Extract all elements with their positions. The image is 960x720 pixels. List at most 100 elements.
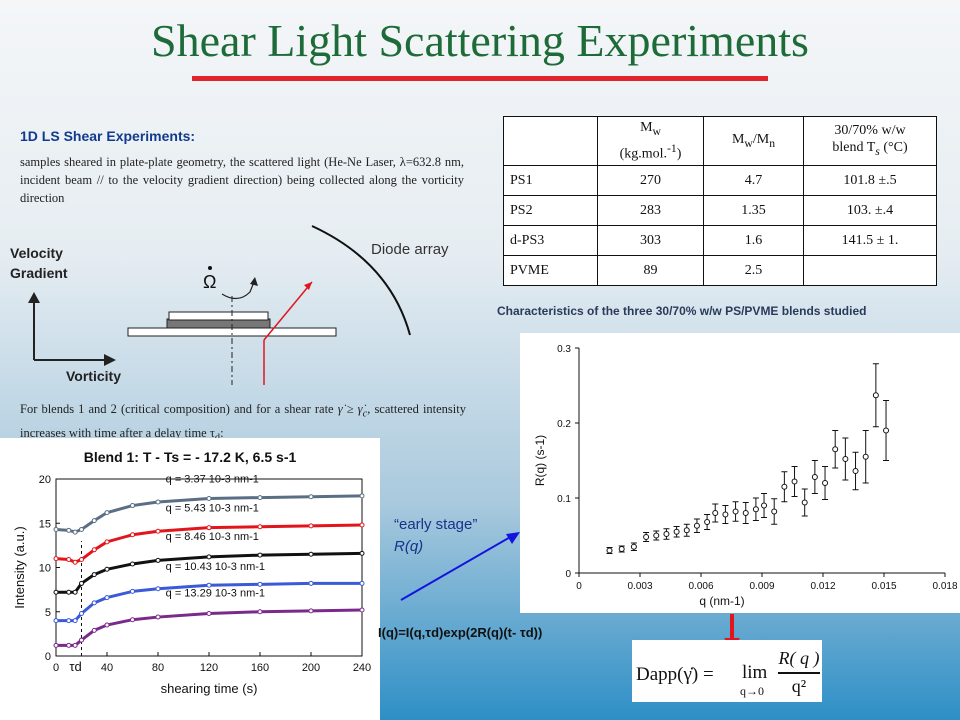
data-point (359, 493, 365, 499)
x-tick-label: 120 (200, 662, 218, 674)
x-tick-label: 0.006 (688, 581, 713, 592)
data-point (359, 550, 365, 556)
dapp-numerator: R( q ) (778, 648, 820, 668)
data-point (104, 595, 110, 601)
data-point (308, 494, 314, 500)
dapp-lim: lim (742, 662, 768, 683)
table-header-mw: Mw (kg.mol.-1) (597, 116, 704, 166)
data-point (618, 546, 625, 552)
data-point (72, 589, 78, 595)
velocity-gradient-label: Velocity Gradient (10, 245, 68, 281)
data-point (155, 528, 161, 534)
data-point (91, 627, 97, 633)
y-tick-label: 0.1 (557, 494, 571, 505)
data-point (206, 554, 212, 560)
data-point (712, 510, 719, 516)
data-point (104, 510, 110, 516)
rotation-arrowhead-icon (250, 277, 258, 286)
blends-table: Mw (kg.mol.-1) Mw/Mn 30/70% w/w blend Ts… (503, 116, 937, 286)
dapp-formula-panel (632, 640, 822, 702)
table-cell-mw: 89 (597, 255, 704, 286)
x-axis-label: q (nm-1) (699, 594, 744, 608)
y-tick-label: 0.3 (557, 344, 571, 355)
table-cell-mw: 283 (597, 195, 704, 226)
data-point (91, 518, 97, 524)
y-tick-label: 5 (45, 607, 51, 619)
data-point (66, 642, 72, 648)
x-tick-label: 0.009 (749, 581, 774, 592)
data-point (79, 637, 84, 643)
data-point (872, 392, 879, 399)
data-point (66, 618, 72, 624)
data-point (704, 519, 711, 525)
data-point (79, 557, 84, 563)
data-point (643, 534, 650, 540)
early-stage-arrowhead-icon (506, 532, 520, 544)
data-point (683, 527, 690, 534)
colon: : (220, 425, 224, 440)
early-stage-rq: R(q) (394, 538, 424, 555)
data-point (811, 474, 818, 480)
dapp-under: q→0 (740, 684, 764, 698)
data-point (822, 480, 829, 486)
data-point (155, 499, 161, 505)
x-axis-label: shearing time (s) (161, 681, 258, 696)
x-tick-label: 0.018 (932, 581, 957, 592)
x-tick-label: 0.003 (627, 581, 652, 592)
data-point (606, 547, 613, 554)
data-point (155, 557, 161, 563)
data-point (72, 529, 78, 535)
x-tick-label: 80 (152, 662, 164, 674)
omega-dot-icon (208, 266, 212, 270)
data-point (359, 522, 365, 528)
data-point (257, 581, 263, 587)
table-row: PS1 270 4.7 101.8 ±.5 (503, 165, 937, 196)
data-point (722, 511, 729, 518)
blends-table-wrapper: Mw (kg.mol.-1) Mw/Mn 30/70% w/w blend Ts… (503, 116, 937, 286)
table-cell-mw: 270 (597, 165, 704, 196)
series-label: q = 13.29 10-3 nm-1 (166, 588, 265, 600)
data-point (155, 586, 161, 592)
data-point (130, 503, 135, 509)
data-point (791, 478, 798, 485)
data-point (53, 526, 59, 532)
tau-subscript: d (214, 432, 221, 443)
data-point (66, 557, 72, 563)
vorticity-label: Vorticity (66, 368, 121, 384)
data-point (53, 589, 59, 595)
data-point (91, 547, 97, 553)
table-header-row: Mw (kg.mol.-1) Mw/Mn 30/70% w/w blend Ts… (503, 116, 937, 166)
data-point (130, 588, 135, 594)
y-axis-label: Intensity (a.u.) (12, 526, 27, 608)
y-tick-label: 10 (39, 563, 51, 575)
data-point (104, 566, 110, 572)
data-point (308, 580, 314, 586)
title-underline (192, 76, 768, 81)
x-tick-label: 200 (302, 662, 320, 674)
table-header-empty (503, 116, 598, 166)
dapp-denominator: q² (791, 676, 807, 696)
shear-condition-text: For blends 1 and 2 (critical composition… (20, 400, 466, 447)
data-point (155, 614, 161, 620)
data-point (53, 618, 59, 624)
chart-background (520, 333, 960, 613)
table-row: d-PS3 303 1.6 141.5 ± 1. (503, 225, 937, 256)
beam-arrow-icon (304, 282, 312, 290)
y-axis-label: R(q) (s-1) (533, 435, 547, 486)
data-point (79, 580, 84, 586)
table-cell-name: d-PS3 (503, 225, 598, 256)
data-point (206, 611, 212, 617)
table-cell-name: PS1 (503, 165, 598, 196)
x-tick-label: 0.012 (810, 581, 835, 592)
data-point (257, 495, 263, 501)
intensity-chart: Blend 1: T - Ts = - 17.2 K, 6.5 s-1 0 40 80… (0, 438, 380, 720)
data-point (852, 468, 859, 474)
y-tick-label: 0 (565, 569, 571, 580)
shear-text-before: For blends 1 and 2 (critical composition… (20, 402, 334, 416)
series-label: q = 8.46 10-3 nm-1 (166, 531, 259, 543)
data-point (257, 524, 263, 530)
chart-background (0, 438, 380, 720)
series-label: q = 10.43 10-3 nm-1 (166, 561, 265, 573)
data-point (693, 522, 700, 529)
data-point (72, 642, 78, 648)
